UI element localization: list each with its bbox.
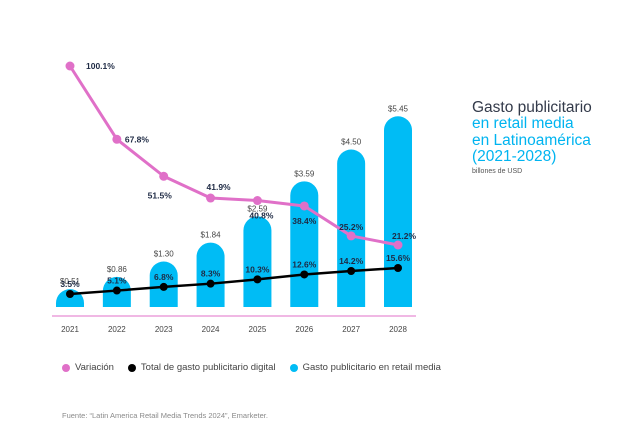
variacion-point-2025	[252, 196, 262, 206]
x-tick-label-2024: 2024	[202, 325, 220, 334]
legend-item-total-digital: Total de gasto publicitario digital	[127, 362, 276, 373]
variacion-point-2023	[159, 171, 169, 181]
legend-dot-total-digital	[127, 363, 136, 372]
total-digital-point-2025	[253, 275, 262, 284]
bar-2028	[384, 116, 412, 307]
x-tick-label-2028: 2028	[389, 325, 407, 334]
variacion-value-label-2025: 40.8%	[249, 211, 274, 221]
chart-subtitle: billones de USD	[472, 168, 523, 176]
total-digital-value-label-2023: 6.8%	[154, 272, 174, 282]
variacion-point-2021	[65, 61, 75, 71]
variacion-value-label-2028: 21.2%	[392, 231, 417, 241]
bar-value-label-2021: $0.51	[60, 277, 81, 286]
x-tick-label-2023: 2023	[155, 325, 173, 334]
source-note: Fuente: “Latin America Retail Media Tren…	[62, 411, 268, 420]
total-digital-value-label-2025: 10.3%	[245, 264, 270, 274]
x-tick-label-2026: 2026	[295, 325, 313, 334]
variacion-point-2026	[299, 201, 309, 211]
bar-value-label-2022: $0.86	[107, 265, 128, 274]
legend-item-retail-media: Gasto publicitario en retail media	[289, 362, 441, 373]
title-line-2: en retail media	[472, 115, 574, 133]
bar-value-label-2026: $3.59	[294, 169, 315, 178]
variacion-point-2024	[206, 193, 216, 203]
total-digital-point-2024	[206, 279, 215, 288]
total-digital-value-label-2022: 5.1%	[107, 276, 127, 286]
legend-label: Variación	[75, 362, 114, 373]
total-digital-value-label-2027: 14.2%	[339, 256, 364, 266]
title-line-1: Gasto publicitario	[472, 99, 592, 116]
total-digital-value-label-2021: 3.5%	[60, 279, 80, 289]
total-digital-point-2021	[66, 290, 74, 298]
variacion-value-label-2024: 41.9%	[207, 182, 232, 192]
variacion-line	[68, 65, 399, 247]
total-digital-point-2027	[347, 267, 356, 276]
bar-2027	[337, 149, 366, 307]
bar-2024	[196, 242, 225, 307]
variacion-point-2028	[393, 240, 403, 250]
bar-value-label-2028: $5.45	[388, 104, 409, 113]
bar-value-label-2025: $2.59	[247, 204, 268, 213]
variacion-point-2022	[112, 134, 122, 144]
total-digital-point-2023	[159, 282, 168, 291]
bar-2025	[243, 216, 272, 307]
bar-value-label-2023: $1.30	[154, 250, 175, 259]
legend-dot-retail-media	[289, 363, 298, 372]
variacion-value-label-2026: 38.4%	[292, 216, 317, 226]
bar-2026	[290, 181, 319, 307]
legend-dot-variacion	[62, 363, 70, 372]
x-tick-label-2025: 2025	[249, 325, 267, 334]
variacion-value-label-2027: 25.2%	[339, 222, 364, 232]
total-digital-point-2026	[300, 270, 309, 279]
variacion-value-label-2023: 51.5%	[148, 190, 173, 200]
legend-item-variacion: Variación	[62, 362, 114, 373]
title-line-4: (2021-2028)	[472, 147, 557, 165]
variacion-value-label-2022: 67.8%	[125, 134, 150, 144]
x-tick-label-2027: 2027	[342, 325, 360, 334]
x-tick-label-2022: 2022	[108, 325, 126, 334]
chart-title: Gasto publicitario en retail media en La…	[472, 99, 592, 176]
title-line-3: en Latinoamérica	[472, 131, 591, 149]
bar-value-label-2027: $4.50	[341, 138, 362, 147]
legend: Variación Total de gasto publicitario di…	[62, 362, 455, 373]
total-digital-value-label-2026: 12.6%	[292, 259, 317, 269]
total-digital-value-label-2028: 15.6%	[386, 253, 411, 263]
bar-value-label-2024: $1.84	[201, 231, 222, 240]
total-digital-point-2028	[394, 264, 402, 272]
legend-label: Gasto publicitario en retail media	[302, 362, 441, 373]
total-digital-value-label-2024: 8.3%	[201, 269, 221, 279]
legend-label: Total de gasto publicitario digital	[140, 362, 276, 373]
total-digital-point-2022	[112, 286, 121, 295]
variacion-point-2027	[346, 231, 356, 241]
variacion-value-label-2021: 100.1%	[86, 61, 115, 71]
x-tick-label-2021: 2021	[61, 325, 79, 334]
total-digital-line	[69, 266, 399, 296]
